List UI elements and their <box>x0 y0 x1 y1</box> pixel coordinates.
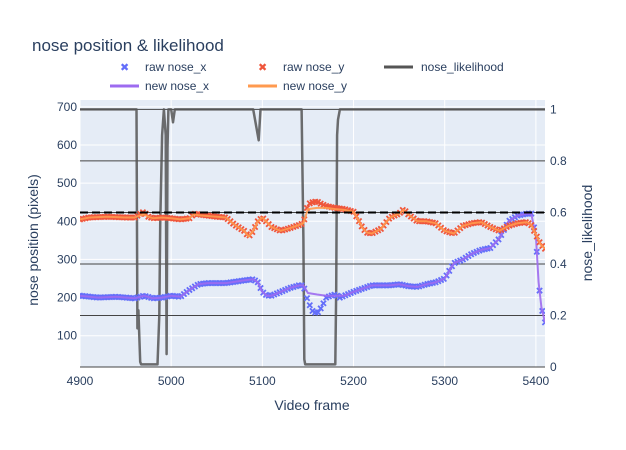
new-nose-x-line <box>80 212 545 323</box>
legend-label-new-x: new nose_x <box>145 79 209 93</box>
x-axis-label: Video frame <box>274 397 349 413</box>
y-tick-label: 600 <box>57 138 77 152</box>
y2-tick-label: 0.8 <box>550 154 567 168</box>
y-tick-label: 500 <box>57 176 77 190</box>
new-nose-y-line <box>80 206 545 250</box>
y-tick-label: 200 <box>57 291 77 305</box>
y-tick-label: 700 <box>57 100 77 114</box>
legend-label-raw-y: raw nose_y <box>283 60 344 74</box>
series-layer <box>80 108 545 366</box>
x-tick-label: 5100 <box>249 374 276 388</box>
likelihood-line <box>80 108 545 366</box>
y2-tick-label: 0.6 <box>550 205 567 219</box>
raw-nose-x-marker <box>541 319 545 326</box>
x-tick-label: 5200 <box>340 374 367 388</box>
chart-title: nose position & likelihood <box>32 36 224 55</box>
y2-tick-label: 0.4 <box>550 257 567 271</box>
x-tick-label: 5400 <box>523 374 550 388</box>
y-tick-label: 400 <box>57 214 77 228</box>
legend-marker-raw-x: ✖ <box>120 62 129 74</box>
y2-axis-ticks: 0 0.2 0.4 0.6 0.8 1 <box>550 102 567 374</box>
y2-axis-label: nose_likelihood <box>579 185 595 282</box>
y-axis-label: nose position (pixels) <box>25 174 41 306</box>
raw-nose-x-marker <box>303 294 311 302</box>
y2-tick-label: 0 <box>550 360 557 374</box>
legend-item-raw-x[interactable]: ✖ raw nose_x <box>120 60 206 74</box>
x-tick-label: 5000 <box>158 374 185 388</box>
x-tick-label: 4900 <box>67 374 94 388</box>
y2-tick-label: 1 <box>550 102 557 116</box>
legend-item-new-x[interactable]: new nose_x <box>110 79 209 93</box>
y-tick-label: 300 <box>57 252 77 266</box>
x-tick-label: 5300 <box>431 374 458 388</box>
legend[interactable]: ✖ raw nose_x ✖ raw nose_y nose_likelihoo… <box>110 60 504 93</box>
legend-item-raw-y[interactable]: ✖ raw nose_y <box>258 60 344 74</box>
legend-label-new-y: new nose_y <box>283 79 347 93</box>
raw-nose-x-marker <box>317 305 324 312</box>
y-tick-label: 100 <box>57 329 77 343</box>
raw-nose-x-marker <box>306 301 314 309</box>
y2-tick-label: 0.2 <box>550 308 567 322</box>
legend-item-likelihood[interactable]: nose_likelihood <box>384 60 504 74</box>
raw-nose-x-marker <box>320 300 327 307</box>
legend-label-raw-x: raw nose_x <box>145 60 206 74</box>
legend-marker-raw-y: ✖ <box>258 62 267 74</box>
legend-item-new-y[interactable]: new nose_y <box>248 79 347 93</box>
x-axis-ticks: 4900 5000 5100 5200 5300 5400 <box>67 374 550 388</box>
plot-area[interactable] <box>80 100 545 367</box>
y-axis-ticks: 100 200 300 400 500 600 700 <box>57 100 77 343</box>
legend-label-likelihood: nose_likelihood <box>421 60 504 74</box>
